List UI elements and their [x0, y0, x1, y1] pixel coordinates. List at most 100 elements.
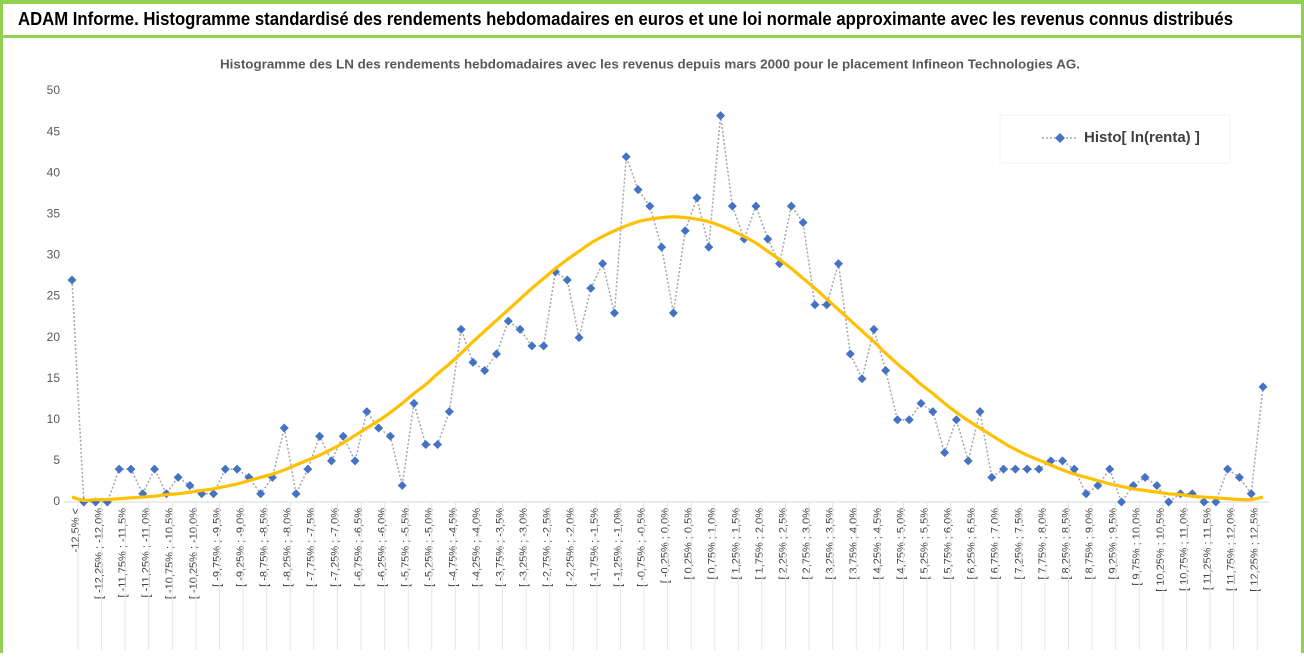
x-tick-label: [ 6,75% ; 7,0%	[990, 508, 1002, 580]
data-point	[621, 152, 631, 162]
data-point	[362, 407, 372, 417]
data-point	[1093, 481, 1103, 491]
data-point	[940, 448, 950, 458]
data-point	[1116, 497, 1126, 507]
data-point	[1152, 481, 1162, 491]
data-point	[833, 259, 843, 269]
data-point	[468, 357, 478, 367]
data-point	[444, 407, 454, 417]
x-tick-label: [ -11,75% ; -11,5%	[117, 508, 129, 598]
data-point	[904, 415, 914, 425]
data-point	[126, 464, 136, 474]
x-tick-label: [ 4,75% ; 5,0%	[895, 508, 907, 580]
data-point	[716, 111, 726, 121]
data-point	[173, 472, 183, 482]
data-point	[786, 201, 796, 211]
data-point	[1069, 464, 1079, 474]
data-point	[1223, 464, 1233, 474]
top-border	[0, 0, 1304, 4]
data-point	[385, 431, 395, 441]
x-tick-label: [ 2,25% ; 2,5%	[777, 508, 789, 580]
x-tick-label: [ 5,75% ; 6,0%	[943, 508, 955, 580]
x-tick-label: [ 9,25% ; 9,5%	[1108, 508, 1120, 580]
data-point	[1258, 382, 1268, 392]
y-tick-label: 50	[47, 83, 61, 97]
data-point	[562, 275, 572, 285]
data-point	[338, 431, 348, 441]
left-border	[0, 0, 3, 653]
x-tick-label: [ 1,75% ; 2,0%	[754, 508, 766, 580]
x-tick-label: [ -4,25% ; -4,0%	[471, 508, 483, 587]
x-tick-label: [ 7,25% ; 7,5%	[1013, 508, 1025, 580]
x-tick-label: -12,5% <	[70, 508, 82, 552]
title-border	[0, 35, 1304, 38]
x-tick-label: [ 8,75% ; 9,0%	[1084, 508, 1096, 580]
x-tick-label: [ -2,25% ; -2,0%	[565, 508, 577, 587]
data-point	[315, 431, 325, 441]
y-tick-label: 40	[47, 165, 61, 179]
data-point	[456, 324, 466, 334]
data-point	[374, 423, 384, 433]
legend-box	[999, 114, 1231, 164]
x-tick-label: [ -6,25% ; -6,0%	[377, 508, 389, 587]
x-tick-label: [ -8,25% ; -8,0%	[282, 508, 294, 587]
data-point	[810, 300, 820, 310]
data-point	[763, 234, 773, 244]
data-point	[692, 193, 702, 203]
data-point	[668, 308, 678, 318]
data-point	[397, 481, 407, 491]
data-point	[433, 439, 443, 449]
x-tick-label: [ 1,25% ; 1,5%	[730, 508, 742, 580]
x-tick-label: [ -0,25% ; 0,0%	[660, 508, 672, 583]
data-point	[515, 324, 525, 334]
data-point	[1022, 464, 1032, 474]
data-point	[869, 324, 879, 334]
x-tick-label: [ -1,75% ; -1,5%	[589, 508, 601, 587]
x-tick-label: [ 3,25% ; 3,5%	[825, 508, 837, 580]
data-point	[963, 456, 973, 466]
x-tick-label: [ 0,25% ; 0,5%	[683, 508, 695, 580]
y-tick-label: 15	[47, 371, 61, 385]
legend-label: Histo[ ln(renta) ]	[1084, 129, 1200, 146]
data-point	[916, 398, 926, 408]
data-point	[1010, 464, 1020, 474]
x-tick-label: [ 8,25% ; 8,5%	[1060, 508, 1072, 580]
x-tick-label: [ 3,75% ; 4,0%	[848, 508, 860, 580]
y-tick-label: 25	[47, 289, 61, 303]
data-point	[1081, 489, 1091, 499]
data-point	[645, 201, 655, 211]
y-tick-label: 0	[53, 494, 60, 508]
data-point	[574, 333, 584, 343]
data-point	[928, 407, 938, 417]
x-tick-label: [ -6,75% ; -6,5%	[353, 508, 365, 587]
x-tick-label: [ -7,75% ; -7,5%	[306, 508, 318, 587]
data-point	[999, 464, 1009, 474]
x-tick-label: [ -10,75% ; -10,5%	[164, 508, 176, 599]
data-point	[527, 341, 537, 351]
page-title: ADAM Informe. Histogramme standardisé de…	[18, 9, 1233, 29]
data-point	[232, 464, 242, 474]
data-point	[1034, 464, 1044, 474]
x-tick-label: [ -0,75% ; -0,5%	[636, 508, 648, 587]
x-tick-label: [ -10,25% ; -10,0%	[188, 508, 200, 599]
x-tick-label: [ 11,25% ; 11,5%	[1202, 508, 1214, 590]
x-tick-label: [ 11,75% ; 12,0%	[1226, 508, 1238, 591]
data-point	[704, 242, 714, 252]
data-point	[256, 489, 266, 499]
data-point	[421, 439, 431, 449]
y-tick-label: 45	[47, 124, 61, 138]
data-point	[1246, 489, 1256, 499]
x-tick-label: [ 2,75% ; 3,0%	[801, 508, 813, 580]
x-tick-label: [ -3,25% ; -3,0%	[518, 508, 530, 587]
normal-curve	[71, 215, 1264, 503]
x-tick-label: [ -5,75% ; -5,5%	[400, 508, 412, 587]
data-point	[1211, 497, 1221, 507]
data-point	[727, 201, 737, 211]
data-point	[185, 481, 195, 491]
y-tick-label: 35	[47, 206, 61, 220]
data-point	[633, 185, 643, 195]
x-tick-label: [ -7,25% ; -7,0%	[329, 508, 341, 587]
right-border	[1301, 0, 1304, 653]
data-point	[609, 308, 619, 318]
